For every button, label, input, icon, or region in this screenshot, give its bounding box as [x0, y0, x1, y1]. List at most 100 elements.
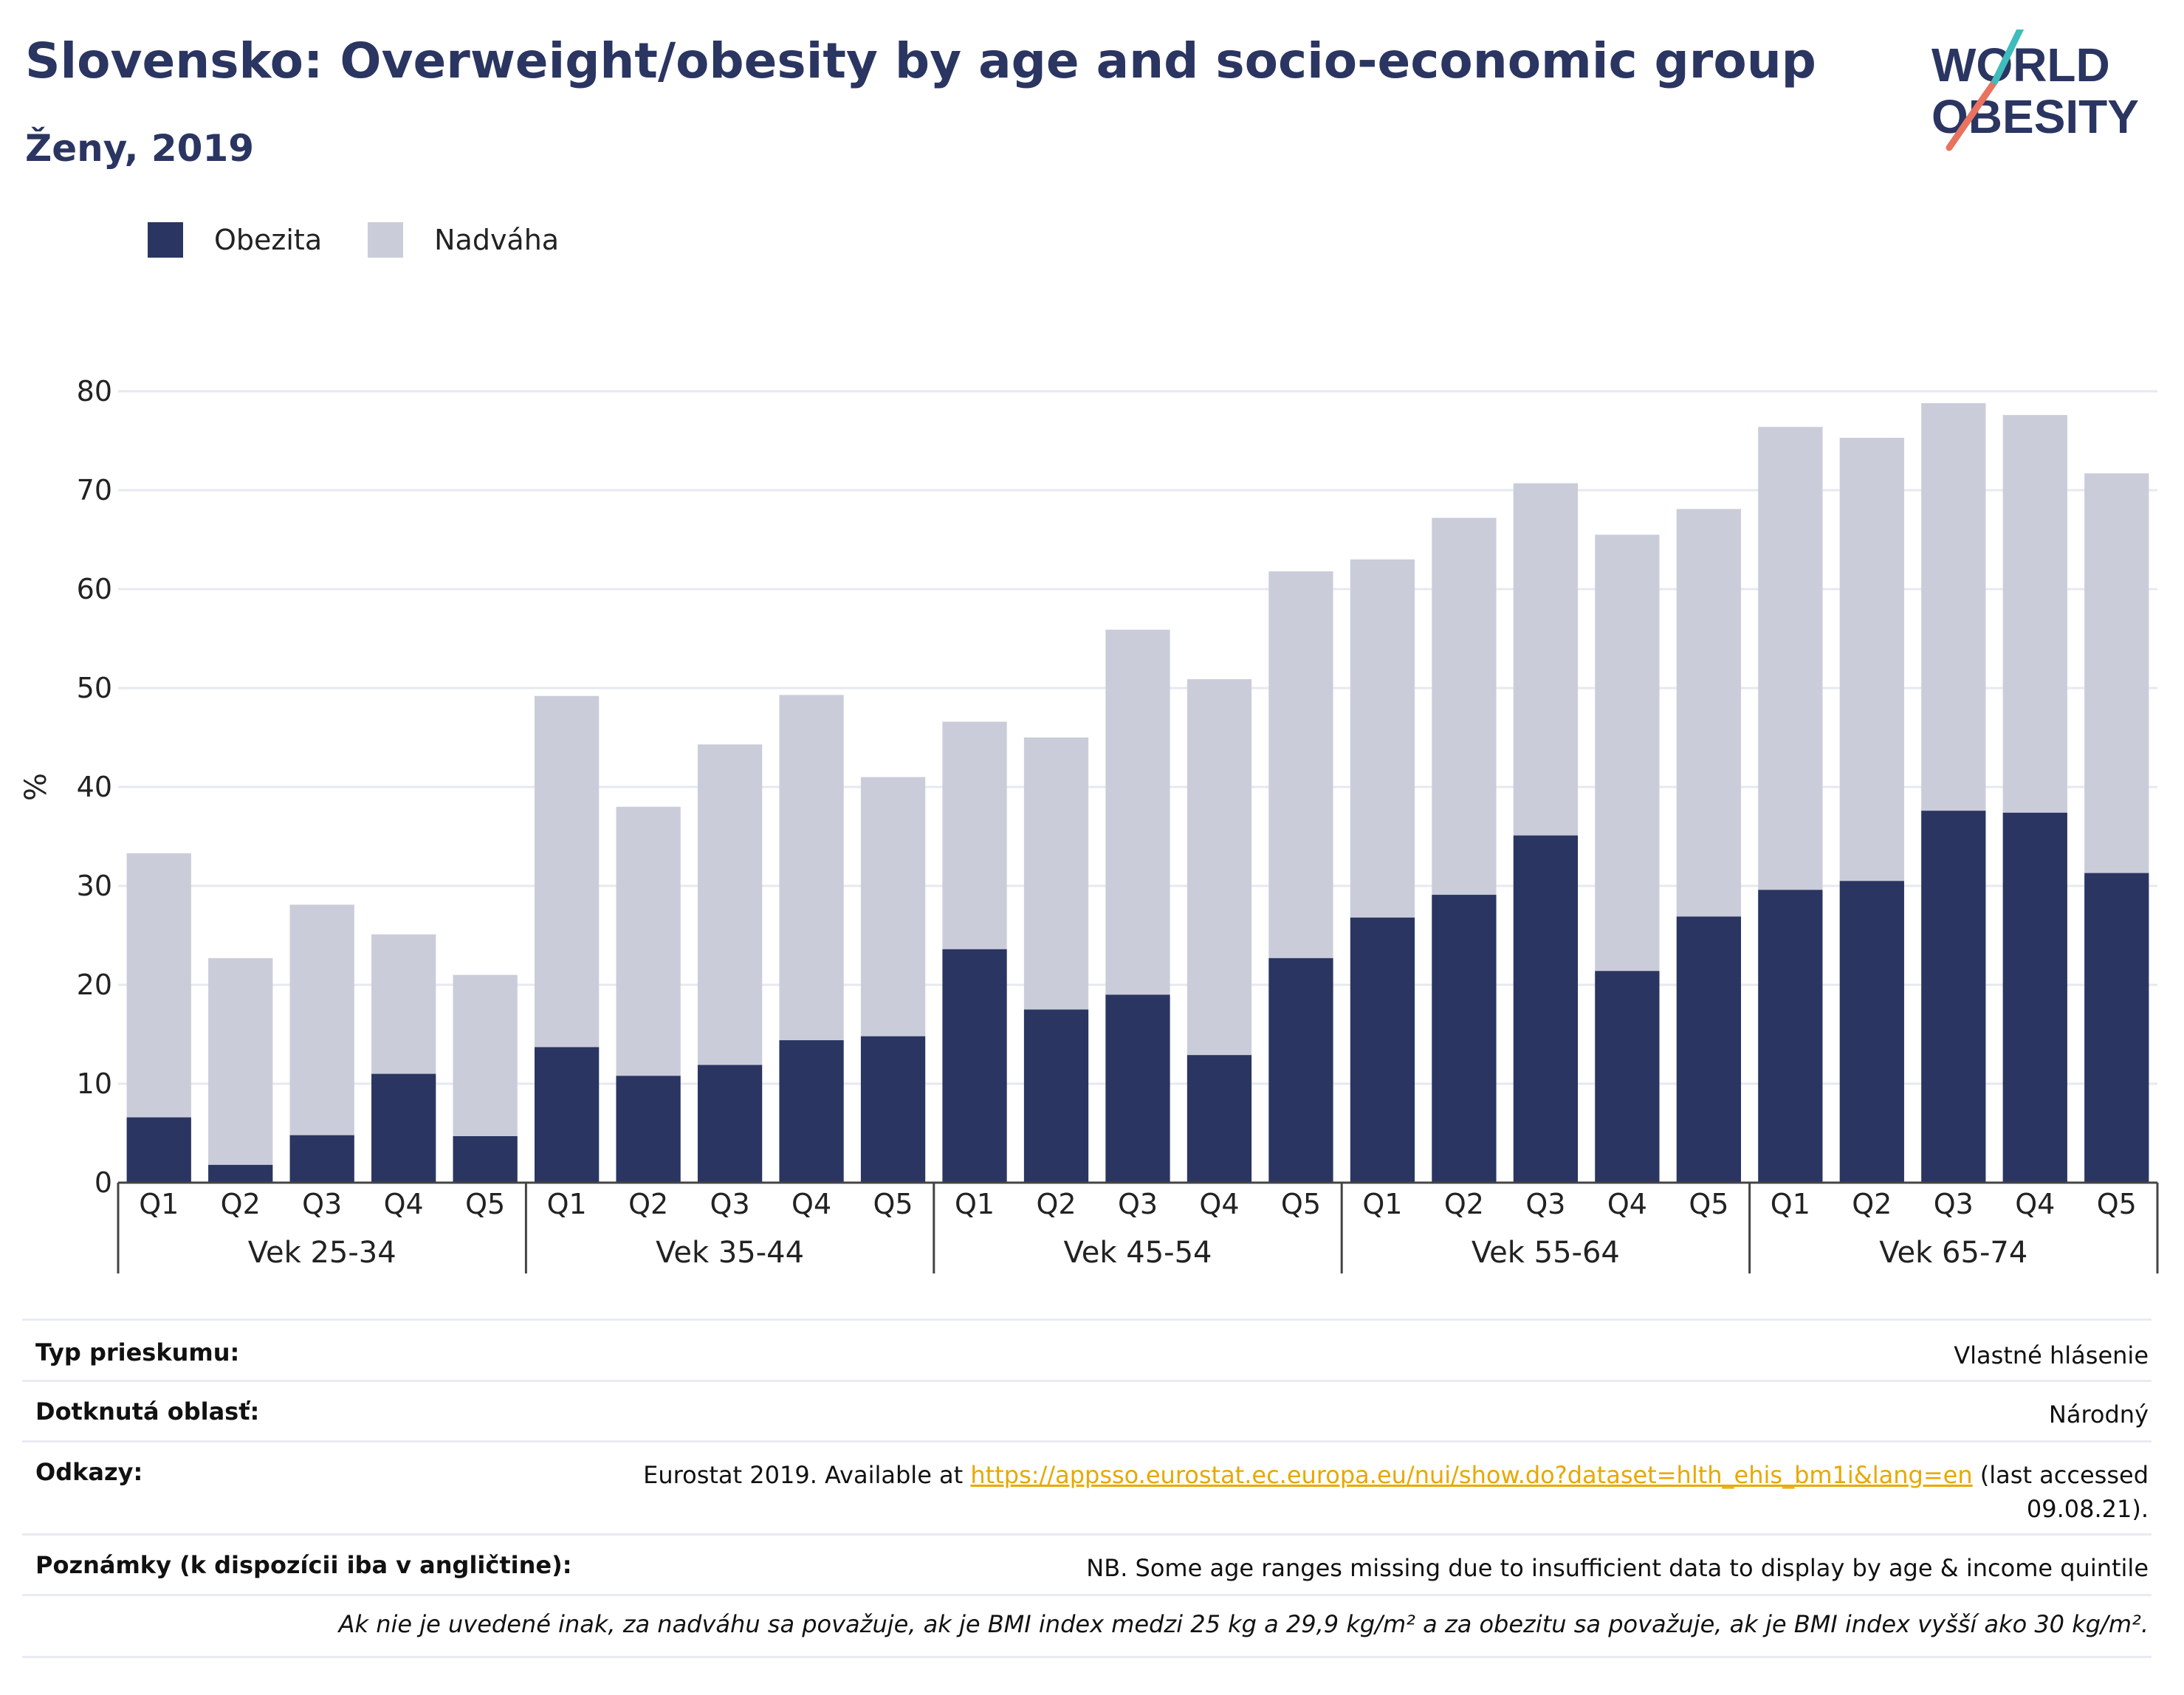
bar-nadvaha [535, 695, 600, 1048]
bar-nadvaha [860, 777, 926, 1036]
references-label: Odkazy: [35, 1458, 143, 1486]
bar-obezita [1513, 835, 1579, 1183]
y-tick-label: 60 [77, 573, 112, 605]
y-tick-label: 80 [77, 375, 112, 408]
bar-nadvaha [2084, 473, 2149, 873]
chart-legend: Obezita Nadváha [148, 221, 605, 258]
bar-obezita [1758, 890, 1823, 1183]
bar-obezita [208, 1164, 273, 1183]
x-tick-label: Q1 [1771, 1188, 1810, 1220]
logo-line2: OBESITY [1931, 90, 2139, 143]
y-tick-label: 40 [77, 771, 112, 803]
references-date: 09.08.21). [2026, 1495, 2149, 1523]
logo-line1: WORLD [1931, 38, 2110, 92]
bar-obezita [1676, 916, 1741, 1183]
bar-nadvaha [1839, 437, 1904, 881]
legend-item-obezita: Obezita [148, 222, 322, 258]
y-axis-label: % [19, 773, 53, 801]
bar-obezita [289, 1135, 354, 1183]
stacked-bar-chart: 0 10 20 30 40 50 60 70 80% Q1 Q2 Q3 Q4 Q5 Q1 Q2 Q3 Q4 Q5 Q1… [19, 375, 2159, 1273]
x-group-label: Vek 65-74 [1879, 1236, 2027, 1270]
x-group-label: Vek 25-34 [248, 1236, 396, 1270]
x-tick-label: Q5 [1281, 1188, 1321, 1220]
chart-title: Slovensko: Overweight/obesity by age and… [25, 32, 1816, 89]
bar-nadvaha [1513, 483, 1579, 836]
notes-label: Poznámky (k dispozícii iba v angličtine)… [35, 1551, 572, 1579]
info-row-notes: Poznámky (k dispozícii iba v angličtine)… [22, 1533, 2152, 1596]
bars [126, 403, 2149, 1183]
x-tick-label: Q4 [2015, 1188, 2055, 1220]
axes: 0 10 20 30 40 50 60 70 80% Q1 Q2 Q3 Q4 Q5 Q1 Q2 Q3 Q4 Q5 Q1… [19, 375, 2159, 1273]
x-group-label: Vek 45-54 [1064, 1236, 1212, 1270]
bar-obezita [779, 1040, 844, 1183]
bar-nadvaha [2002, 415, 2067, 813]
x-tick-label: Q3 [1934, 1188, 1974, 1220]
bar-nadvaha [1432, 518, 1497, 895]
bar-obezita [1187, 1055, 1252, 1183]
bar-obezita [1432, 895, 1497, 1183]
y-tick-label: 10 [77, 1067, 112, 1100]
bar-obezita [697, 1065, 763, 1183]
x-tick-label: Q2 [221, 1188, 261, 1220]
bar-obezita [942, 949, 1007, 1183]
y-tick-label: 0 [95, 1166, 112, 1199]
bar-obezita [126, 1117, 191, 1183]
x-tick-label: Q1 [547, 1188, 587, 1220]
x-tick-label: Q3 [1118, 1188, 1158, 1220]
references-prefix: Eurostat 2019. Available at [643, 1461, 971, 1489]
bar-nadvaha [1350, 559, 1415, 918]
bar-obezita [1023, 1009, 1089, 1183]
y-tick-label: 30 [77, 870, 112, 902]
bar-obezita [535, 1047, 600, 1183]
bar-obezita [453, 1136, 518, 1183]
bar-obezita [2002, 812, 2067, 1183]
bar-nadvaha [1187, 678, 1252, 1056]
bar-obezita [1921, 811, 1986, 1183]
references-link[interactable]: https://appsso.eurostat.ec.europa.eu/nui… [970, 1461, 1973, 1489]
y-tick-label: 70 [77, 474, 112, 506]
x-tick-label: Q3 [710, 1188, 750, 1220]
world-obesity-logo: WORLD OBESITY [1931, 30, 2139, 151]
bar-obezita [860, 1036, 926, 1183]
references-value: Eurostat 2019. Available at https://apps… [643, 1458, 2149, 1526]
legend-item-nadvaha: Nadváha [368, 222, 559, 258]
bar-nadvaha [1268, 571, 1333, 958]
x-tick-label: Q2 [1852, 1188, 1892, 1220]
x-tick-label: Q4 [791, 1188, 831, 1220]
x-group-label: Vek 35-44 [656, 1236, 804, 1270]
legend-label-nadvaha: Nadváha [434, 224, 560, 256]
x-tick-label: Q4 [384, 1188, 424, 1220]
x-tick-label: Q5 [465, 1188, 505, 1220]
bar-obezita [1350, 917, 1415, 1183]
info-row-area: Dotknutá oblasť: Národný [22, 1380, 2152, 1443]
references-suffix: (last accessed [1972, 1461, 2149, 1489]
x-tick-label: Q5 [1689, 1188, 1728, 1220]
x-tick-label: Q5 [873, 1188, 913, 1220]
x-tick-label: Q5 [2097, 1188, 2137, 1220]
bar-obezita [2084, 873, 2149, 1183]
area-label: Dotknutá oblasť: [35, 1397, 260, 1426]
x-group-label: Vek 55-64 [1472, 1236, 1620, 1270]
bar-nadvaha [616, 806, 681, 1076]
x-tick-label: Q4 [1199, 1188, 1239, 1220]
bar-obezita [371, 1073, 436, 1183]
bar-nadvaha [289, 904, 354, 1135]
survey-type-label: Typ prieskumu: [35, 1338, 240, 1366]
y-tick-label: 50 [77, 672, 112, 704]
x-tick-label: Q3 [1525, 1188, 1565, 1220]
x-tick-label: Q1 [139, 1188, 179, 1220]
bar-nadvaha [942, 721, 1007, 949]
legend-swatch-nadvaha [368, 222, 404, 258]
survey-type-value: Vlastné hlásenie [1954, 1341, 2149, 1369]
bar-obezita [616, 1076, 681, 1183]
bar-nadvaha [1023, 738, 1089, 1010]
bar-nadvaha [1758, 427, 1823, 890]
x-tick-label: Q2 [628, 1188, 668, 1220]
chart-subtitle: Ženy, 2019 [25, 127, 255, 170]
bar-nadvaha [1595, 534, 1660, 972]
bar-obezita [1268, 957, 1333, 1183]
x-tick-label: Q3 [302, 1188, 342, 1220]
y-tick-label: 20 [77, 969, 112, 1001]
x-tick-label: Q1 [1362, 1188, 1402, 1220]
info-row-references: Odkazy: Eurostat 2019. Available at http… [22, 1440, 2152, 1536]
